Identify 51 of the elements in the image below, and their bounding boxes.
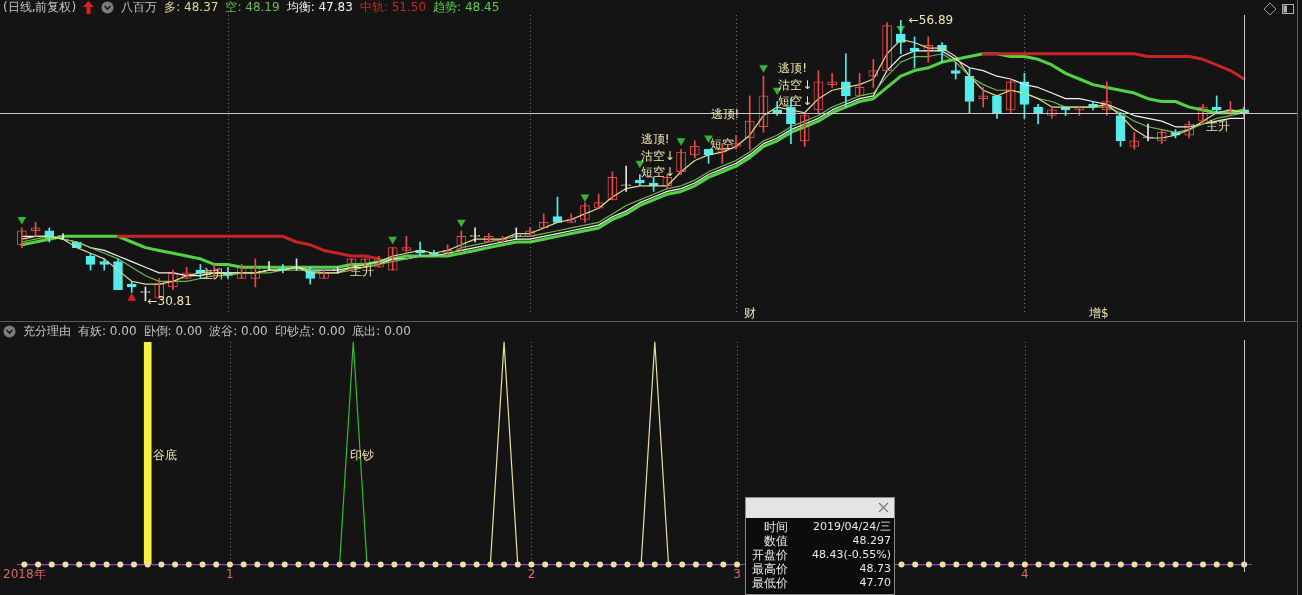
point: [388, 236, 397, 245]
chart-title: (日线,前复权): [3, 0, 77, 16]
annotation: 短空↓: [640, 165, 675, 180]
text: 多: 48.37: [164, 0, 219, 16]
text: 中轨: 51.50: [359, 0, 427, 16]
annotation: 时间: [763, 520, 788, 534]
x-tick-label: 1: [226, 566, 234, 581]
annotation: 印钞: [350, 448, 375, 463]
candlestick: [621, 165, 631, 192]
annotation: 48.73: [858, 562, 892, 576]
text: 趋势: 48.45: [433, 0, 500, 16]
candlestick: [827, 73, 837, 88]
text: 财: [743, 306, 756, 321]
point: [457, 219, 466, 228]
text: 波谷: 0.00: [209, 323, 268, 340]
annotation: ←30.81: [147, 294, 192, 309]
text: 增$: [1088, 306, 1109, 321]
annotation: 48.297: [851, 534, 892, 548]
text: 底出: 0.00: [352, 323, 411, 340]
annotation: 谷底: [152, 448, 177, 463]
x-tick-label: 3: [733, 566, 741, 581]
annotation: 48.43(-0.55%): [811, 548, 892, 562]
annotation: 数值: [763, 534, 788, 548]
x-tick-label: 2: [527, 566, 536, 581]
annotation: 沽空↓: [640, 149, 675, 164]
annotation: 2019/04/24/三: [811, 520, 892, 534]
chart-title: 充分理由: [23, 323, 71, 340]
point: [580, 194, 590, 203]
text: 有妖: 0.00: [78, 323, 137, 340]
point: [759, 65, 768, 73]
text: 空: 48.19: [225, 0, 280, 16]
annotation: ←56.89: [908, 13, 954, 28]
text: 印钞点: 0.00: [274, 323, 346, 340]
point: [676, 138, 686, 146]
annotation: 逃顶!: [778, 61, 808, 76]
annotation: 主升: [1205, 119, 1230, 134]
annotation: 沽空↓: [778, 78, 813, 93]
annotation: 主升: [201, 267, 226, 282]
text: 均衡: 47.83: [286, 0, 353, 16]
candlestick: [99, 258, 110, 271]
annotation: 逃顶!: [640, 132, 670, 147]
x-tick-label: 4: [1021, 566, 1029, 581]
text: 卧倒: 0.00: [143, 323, 203, 340]
point: [17, 217, 27, 225]
annotation: 开盘价: [751, 548, 788, 562]
annotation: 最高价: [751, 562, 788, 576]
text: 47.70: [858, 576, 892, 590]
text: 最低价: [751, 576, 788, 590]
legend-title: 八百万: [121, 0, 158, 16]
annotation: 短空: [709, 137, 734, 152]
x-tick-label: 2018年: [3, 566, 46, 581]
